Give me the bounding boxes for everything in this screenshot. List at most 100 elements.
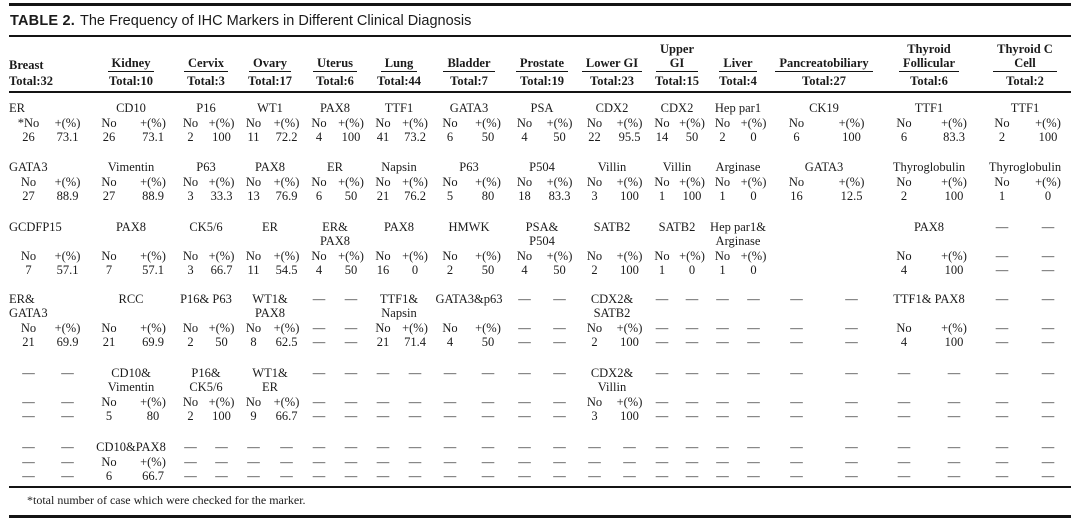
- column-header-row: Breast Total:32 Kidney Total:10 Cervix Total:…: [9, 39, 1071, 93]
- dash-row: — —: [237, 455, 303, 469]
- value-row: 2 100: [577, 263, 647, 277]
- marker-name-empty: — —: [647, 440, 707, 455]
- marker-name: P63: [196, 160, 216, 174]
- value-row: 41 73.2: [367, 130, 431, 144]
- cell-bladder-block2: P63 No +(%) 5 80: [431, 152, 507, 212]
- count-header-row: No +(%): [175, 321, 237, 335]
- pct-value: 50: [481, 335, 495, 349]
- no-header: No: [101, 249, 117, 263]
- dash-row: — —: [647, 395, 707, 409]
- diagnosis-name-label: Kidney: [107, 56, 155, 72]
- pct-header: +(%): [616, 395, 643, 409]
- diagnosis-total-label: Total:23: [590, 74, 634, 88]
- dash-row: — —: [979, 321, 1071, 335]
- cell-prostate-block3: PSA& P504 No +(%) 4 50: [507, 212, 577, 284]
- dash-mark: —: [716, 366, 729, 380]
- diagnosis-total-label: Total:27: [802, 74, 846, 88]
- pct-value: 100: [620, 335, 639, 349]
- dash-row: — —: [979, 335, 1071, 349]
- dash-row: — —: [9, 469, 87, 483]
- diagnosis-total-label: Total:15: [655, 74, 699, 88]
- marker-name: TTF1: [384, 101, 414, 115]
- dash-mark: —: [790, 440, 803, 454]
- dash-mark: —: [747, 469, 760, 483]
- count-header-row: No +(%): [879, 175, 979, 189]
- dash-mark: —: [655, 455, 669, 469]
- value-row: 27 88.9: [87, 189, 175, 203]
- dash-row: — —: [9, 366, 87, 380]
- pct-header: +(%): [402, 175, 428, 189]
- count-header-row: No +(%): [9, 249, 87, 263]
- diagnosis-name: Upper GI: [647, 42, 707, 72]
- count-header-row: No +(%): [577, 321, 647, 335]
- no-value: 1: [658, 189, 666, 203]
- no-value: 41: [376, 130, 390, 144]
- dash-row: — —: [707, 292, 769, 306]
- pct-value: 72.2: [275, 130, 298, 144]
- pct-header: +(%): [140, 249, 166, 263]
- dash-mark: —: [747, 335, 760, 349]
- marker-name: CD10&PAX8: [96, 440, 166, 454]
- dash-mark: —: [716, 321, 729, 335]
- value-row: 7 57.1: [87, 263, 175, 277]
- cell-thyroid-follicular-block1: TTF1 No +(%) 6 83.3: [879, 92, 979, 152]
- dash-mark: —: [995, 263, 1009, 277]
- table-title: TABLE 2. The Frequency of IHC Markers in …: [9, 6, 1071, 35]
- cell-uterus-block1: PAX8 No +(%) 4 100: [303, 92, 367, 152]
- count-header-row: No +(%): [769, 116, 879, 130]
- diagnosis-name: Breast: [9, 58, 87, 72]
- column-header: Thyroid Follicular Total:6: [879, 39, 979, 91]
- dash-mark: —: [995, 335, 1009, 349]
- pct-header: +(%): [273, 321, 300, 335]
- marker-name-empty: — —: [979, 292, 1071, 321]
- cell-pancreatobiliary-block1: CK19 No +(%) 6 100: [769, 92, 879, 152]
- value-row: 3 33.3: [175, 189, 237, 203]
- diagnosis-name: Pancreatobiliary: [769, 56, 879, 72]
- diagnosis-name-label: Thyroid Follicular: [898, 42, 960, 72]
- no-header: No: [101, 175, 117, 189]
- dash-mark: —: [344, 440, 358, 454]
- no-header: No: [442, 175, 458, 189]
- no-header: No: [101, 321, 117, 335]
- value-row: 11 72.2: [237, 130, 303, 144]
- cell-ovary-block5: WT1& ER No +(%) 9 66.7: [237, 358, 303, 432]
- cell-lung-block5: — — — — — —: [367, 358, 431, 432]
- footnote-top-rule: [9, 486, 1071, 488]
- cell-uterus-block4: — — — — — —: [303, 284, 367, 358]
- dash-mark: —: [1041, 292, 1055, 306]
- pct-header: +(%): [838, 175, 865, 189]
- value-row: 4 100: [879, 335, 979, 349]
- cell-cervix-block3: CK5/6 No +(%) 3 66.7: [175, 212, 237, 284]
- dash-row: — —: [769, 409, 879, 423]
- marker-name: PAX8: [254, 160, 286, 174]
- dash-mark: —: [947, 469, 961, 483]
- dash-mark: —: [312, 469, 326, 483]
- column-header-uterus: Uterus Total:6: [303, 39, 367, 93]
- dash-mark: —: [344, 469, 358, 483]
- marker-name-empty: — —: [769, 366, 879, 395]
- cell-bladder-block6: — — — — — —: [431, 432, 507, 483]
- dash-row: — —: [367, 469, 431, 483]
- count-header-row: No +(%): [879, 249, 979, 263]
- dash-mark: —: [1041, 335, 1055, 349]
- count-header-row: *No +(%): [9, 116, 87, 130]
- marker-name-empty: — —: [175, 440, 237, 455]
- dash-row: — —: [303, 440, 367, 454]
- pct-header: +(%): [679, 175, 705, 189]
- count-header-row: No +(%): [237, 321, 303, 335]
- value-row: 5 80: [431, 189, 507, 203]
- dash-mark: —: [481, 395, 495, 409]
- count-header-row: No +(%): [367, 175, 431, 189]
- pct-header: +(%): [546, 175, 573, 189]
- pct-value: 76.2: [404, 189, 426, 203]
- dash-mark: —: [481, 455, 495, 469]
- dash-mark: —: [947, 366, 961, 380]
- dash-mark: —: [61, 395, 74, 409]
- dash-row: — —: [647, 292, 707, 306]
- marker-name: P63: [459, 160, 479, 174]
- pct-header: +(%): [402, 116, 428, 130]
- no-header: No: [714, 116, 731, 130]
- marker-name: CD10: [116, 101, 146, 115]
- dash-mark: —: [685, 455, 699, 469]
